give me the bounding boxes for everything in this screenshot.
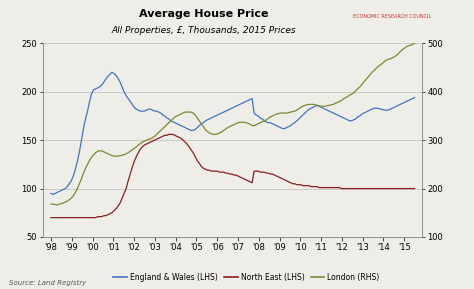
- Text: Average House Price: Average House Price: [139, 9, 269, 19]
- Text: Source: Land Registry: Source: Land Registry: [9, 280, 87, 286]
- Legend: England & Wales (LHS), North East (LHS), London (RHS): England & Wales (LHS), North East (LHS),…: [110, 270, 383, 285]
- Text: ECONOMIC RESEARCH COUNCIL: ECONOMIC RESEARCH COUNCIL: [353, 14, 431, 19]
- Text: All Properties, £, Thousands, 2015 Prices: All Properties, £, Thousands, 2015 Price…: [111, 26, 296, 35]
